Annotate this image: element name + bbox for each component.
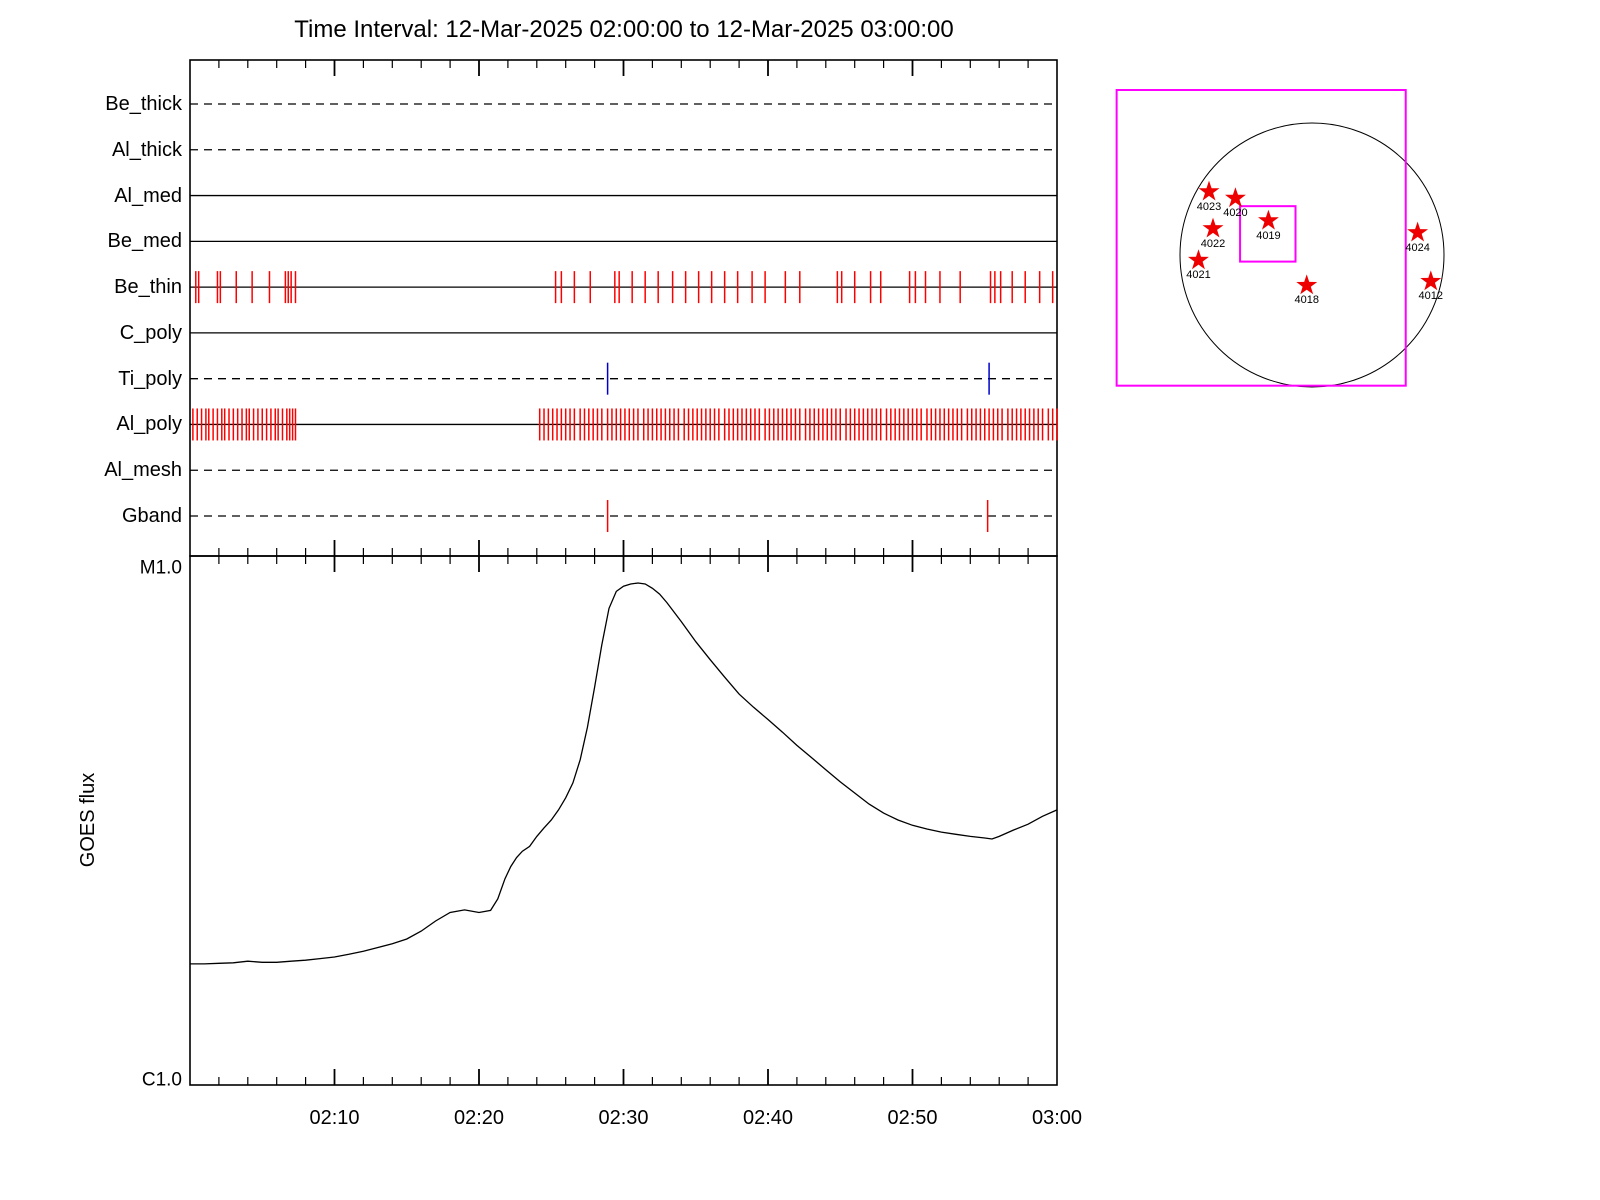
fov-box-inner: [1239, 205, 1297, 263]
x-tick-label-0240: 02:40: [742, 1107, 794, 1129]
active-region-label-4023: 4023: [1196, 200, 1222, 213]
active-region-label-4022: 4022: [1200, 237, 1226, 250]
filter-label-al-poly: Al_poly: [116, 413, 182, 436]
filter-label-be-thick: Be_thick: [105, 93, 182, 115]
active-region-star-4020: [1225, 187, 1246, 208]
active-region-star-4021: [1188, 249, 1209, 270]
goes-ymax-label: M1.0: [139, 557, 182, 579]
goes-ymin-label: C1.0: [141, 1069, 182, 1091]
filter-label-be-thin: Be_thin: [114, 276, 182, 299]
active-region-star-4018: [1296, 274, 1318, 295]
x-tick-label-0210: 02:10: [309, 1107, 360, 1129]
page-title: Time Interval: 12-Mar-2025 02:00:00 to 1…: [294, 16, 954, 43]
filter-label-gband: Gband: [121, 505, 182, 528]
filter-label-c-poly: C_poly: [119, 321, 182, 344]
x-tick-label-0230: 02:30: [598, 1107, 649, 1129]
x-tick-label-0250: 02:50: [887, 1107, 938, 1129]
goes-flux-curve: [190, 582, 1058, 965]
active-region-label-4012: 4012: [1418, 290, 1444, 303]
filter-label-al-med: Al_med: [114, 184, 182, 207]
active-region-label-4018: 4018: [1294, 294, 1319, 307]
active-region-label-4021: 4021: [1186, 269, 1211, 282]
fov-box-outer: [1115, 89, 1407, 387]
active-region-star-4022: [1202, 217, 1224, 238]
goes-panel-frame: [189, 555, 1058, 1086]
active-region-label-4019: 4019: [1256, 229, 1281, 242]
active-region-star-4012: [1420, 270, 1442, 291]
x-tick-label-0220: 02:20: [453, 1107, 505, 1129]
filter-label-al-mesh: Al_mesh: [104, 459, 182, 482]
active-region-star-4019: [1258, 209, 1279, 230]
timeline-panel-frame: [189, 59, 1058, 557]
active-region-star-4023: [1198, 180, 1220, 201]
active-region-label-4024: 4024: [1405, 241, 1430, 254]
filter-label-al-thick: Al_thick: [111, 138, 182, 161]
active-region-star-4024: [1407, 221, 1429, 242]
x-tick-label-0300: 03:00: [1031, 1107, 1083, 1129]
solar-limb-circle: [1179, 122, 1445, 388]
filter-label-ti-poly: Ti_poly: [118, 367, 182, 390]
goes-axis-title: GOES flux: [77, 772, 99, 868]
active-region-label-4020: 4020: [1223, 207, 1248, 220]
filter-label-be-med: Be_med: [107, 230, 183, 253]
